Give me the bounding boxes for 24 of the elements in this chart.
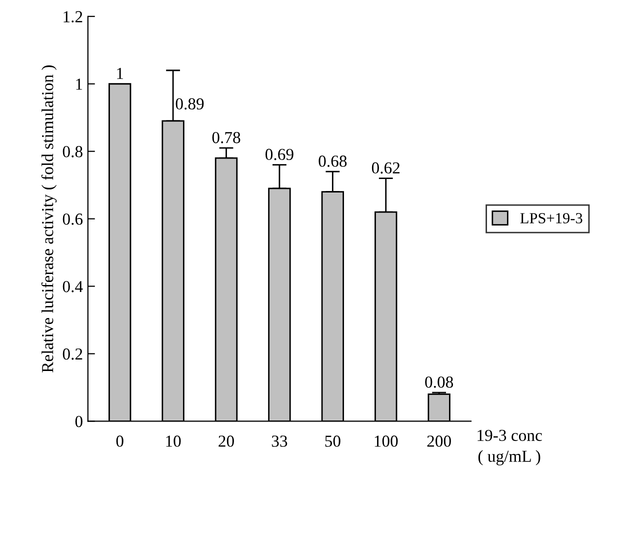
x-tick-label: 33 [272,436,288,447]
x-tick-label: 100 [374,436,398,447]
data-label: 0.62 [372,162,400,174]
x-tick-label: 20 [218,436,234,447]
data-label: 0.68 [318,156,347,167]
y-tick-label: 1 [76,78,82,90]
y-axis-title: Relative luciferase activity ( fold stimulation ) [41,65,57,372]
y-tick-label: 0.4 [62,280,83,292]
y-tick-label: 0 [75,416,82,428]
y-tick-label: 1.2 [64,11,82,22]
x-tick-label: 0 [116,436,124,447]
data-label: 0.69 [266,148,294,160]
x-axis-title: 19-3 conc ( ug/mL ) [478,430,542,466]
data-label: 0.08 [425,376,454,388]
x-tick-label: 50 [325,436,340,447]
legend-label: LPS+19-3 [520,213,582,224]
data-label: 0.78 [212,132,240,144]
y-tick-label: 0.6 [62,214,83,225]
data-label: 1 [117,68,124,79]
x-tick-label: 10 [166,436,181,447]
y-tick-label: 0.8 [62,146,82,158]
data-label: 0.89 [176,98,204,110]
y-tick-label: 0.2 [62,348,82,360]
x-tick-label: 200 [427,436,451,447]
